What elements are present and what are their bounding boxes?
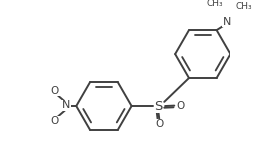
Text: N: N xyxy=(62,100,70,110)
Text: O: O xyxy=(176,101,184,111)
Text: O: O xyxy=(51,116,59,126)
Text: CH₃: CH₃ xyxy=(235,2,252,11)
Text: N: N xyxy=(222,17,231,27)
Text: O: O xyxy=(155,119,163,130)
Text: CH₃: CH₃ xyxy=(207,0,223,8)
Text: O: O xyxy=(51,86,59,96)
Text: S: S xyxy=(154,100,163,113)
